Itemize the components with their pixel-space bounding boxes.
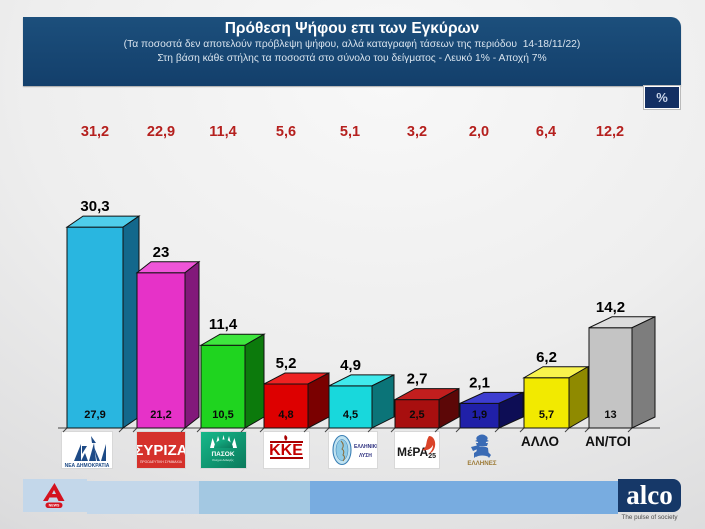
svg-text:5,7: 5,7	[539, 409, 554, 421]
svg-text:6,2: 6,2	[536, 349, 557, 366]
svg-text:14,2: 14,2	[596, 299, 625, 316]
svg-text:10,5: 10,5	[212, 409, 233, 421]
svg-text:4,9: 4,9	[340, 357, 361, 374]
svg-text:27,9: 27,9	[84, 409, 105, 421]
svg-text:4,5: 4,5	[343, 409, 358, 421]
svg-text:30,3: 30,3	[80, 198, 109, 215]
svg-text:11,4: 11,4	[209, 316, 238, 333]
svg-text:2,1: 2,1	[469, 374, 490, 391]
svg-text:5,2: 5,2	[276, 355, 297, 372]
svg-text:4,8: 4,8	[278, 409, 293, 421]
svg-text:2,7: 2,7	[407, 371, 428, 388]
svg-text:13: 13	[604, 409, 616, 421]
svg-text:2,5: 2,5	[409, 409, 424, 421]
svg-text:1,9: 1,9	[472, 409, 487, 421]
svg-text:23: 23	[153, 244, 170, 261]
svg-text:21,2: 21,2	[150, 409, 171, 421]
